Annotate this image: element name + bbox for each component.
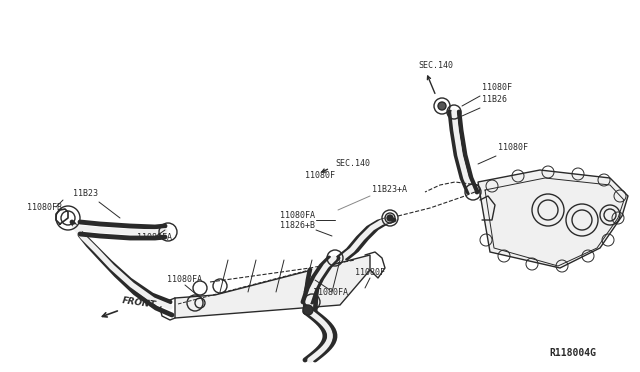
Text: 11080F: 11080F <box>498 143 528 152</box>
Text: 11B23: 11B23 <box>72 189 97 198</box>
Circle shape <box>438 102 446 110</box>
Text: 11080F: 11080F <box>482 83 512 92</box>
Text: 11080FB: 11080FB <box>26 203 61 212</box>
Text: 11080FA: 11080FA <box>168 275 202 284</box>
Text: 11080F: 11080F <box>305 171 335 180</box>
Circle shape <box>387 215 393 221</box>
Polygon shape <box>478 170 628 268</box>
Text: R118004G: R118004G <box>549 348 596 358</box>
Polygon shape <box>175 255 370 318</box>
Text: 11080FA: 11080FA <box>280 211 315 220</box>
Text: 11B26: 11B26 <box>482 95 507 104</box>
Text: 11080FA: 11080FA <box>312 288 348 297</box>
Text: SEC.140: SEC.140 <box>418 61 453 70</box>
Text: SEC.140: SEC.140 <box>335 159 370 168</box>
Circle shape <box>303 305 313 315</box>
Text: FRONT: FRONT <box>122 296 157 310</box>
Text: 11826+B: 11826+B <box>280 221 315 230</box>
Text: 11B23+A: 11B23+A <box>372 185 407 194</box>
Text: 11080F: 11080F <box>355 268 385 277</box>
Text: 11080FA: 11080FA <box>138 233 173 242</box>
